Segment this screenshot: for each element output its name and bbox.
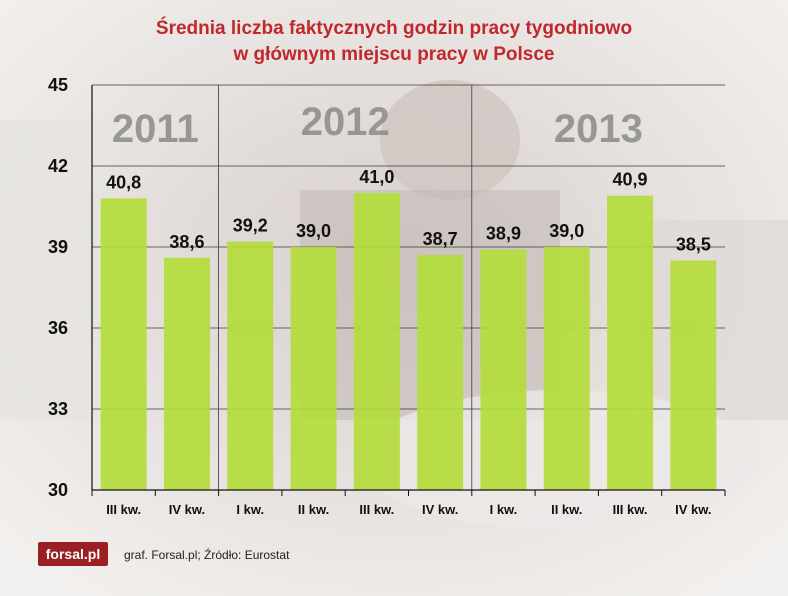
bars	[100, 193, 717, 490]
year-label-2013: 2013	[554, 107, 643, 151]
y-tick-label-36: 36	[48, 318, 68, 338]
bar-8	[543, 247, 590, 490]
bar-3	[227, 241, 274, 490]
year-label-2011: 2011	[112, 107, 199, 151]
value-label-7: 38,9	[486, 224, 521, 244]
x-tick-label-2: IV kw.	[169, 502, 205, 517]
x-tick-label-9: III kw.	[613, 502, 648, 517]
x-tick-label-7: I kw.	[490, 502, 518, 517]
year-labels: 2011 2012 2013	[112, 100, 643, 151]
chart-title-line-1: Średnia liczba faktycznych godzin pracy …	[155, 18, 633, 39]
value-label-10: 38,5	[676, 235, 711, 255]
x-tick-label-4: II kw.	[298, 502, 329, 517]
value-label-1: 40,8	[106, 172, 141, 192]
value-label-6: 38,7	[423, 229, 458, 249]
value-label-5: 41,0	[359, 167, 394, 187]
y-tick-labels: 30 33 36 39 42 45	[48, 75, 68, 500]
y-tick-label-45: 45	[48, 75, 68, 95]
chart-title-line-2: w głównym miejscu pracy w Polsce	[233, 44, 555, 65]
axes	[91, 85, 726, 496]
year-dividers	[218, 85, 473, 490]
value-label-3: 39,2	[233, 216, 268, 236]
x-tick-label-3: I kw.	[236, 502, 264, 517]
bar-5	[353, 193, 400, 490]
value-label-9: 40,9	[613, 170, 648, 190]
y-tick-label-39: 39	[48, 237, 68, 257]
bar-7	[480, 249, 527, 490]
forsal-logo: forsal.pl	[38, 542, 108, 566]
value-label-8: 39,0	[549, 221, 584, 241]
x-tick-labels: III kw. IV kw. I kw. II kw. III kw. IV kw. I k…	[106, 502, 711, 517]
bar-10	[670, 260, 717, 490]
x-tick-label-1: III kw.	[106, 502, 141, 517]
y-tick-label-42: 42	[48, 156, 68, 176]
bar-6	[417, 255, 464, 490]
bar-2	[163, 257, 210, 490]
year-label-2012: 2012	[301, 100, 390, 144]
x-tick-label-8: II kw.	[551, 502, 582, 517]
value-label-4: 39,0	[296, 221, 331, 241]
source-note: graf. Forsal.pl; Źródło: Eurostat	[124, 548, 290, 562]
value-labels: 40,8 38,6 39,2 39,0 41,0 38,7 38,9 39,0 40,9 38,5	[106, 167, 711, 255]
bar-9	[607, 195, 654, 490]
bar-4	[290, 247, 337, 490]
x-tick-label-5: III kw.	[359, 502, 394, 517]
value-label-2: 38,6	[169, 232, 204, 252]
y-tick-label-30: 30	[48, 480, 68, 500]
y-tick-label-33: 33	[48, 399, 68, 419]
bar-1	[100, 198, 147, 490]
x-tick-label-10: IV kw.	[675, 502, 711, 517]
x-tick-label-6: IV kw.	[422, 502, 458, 517]
